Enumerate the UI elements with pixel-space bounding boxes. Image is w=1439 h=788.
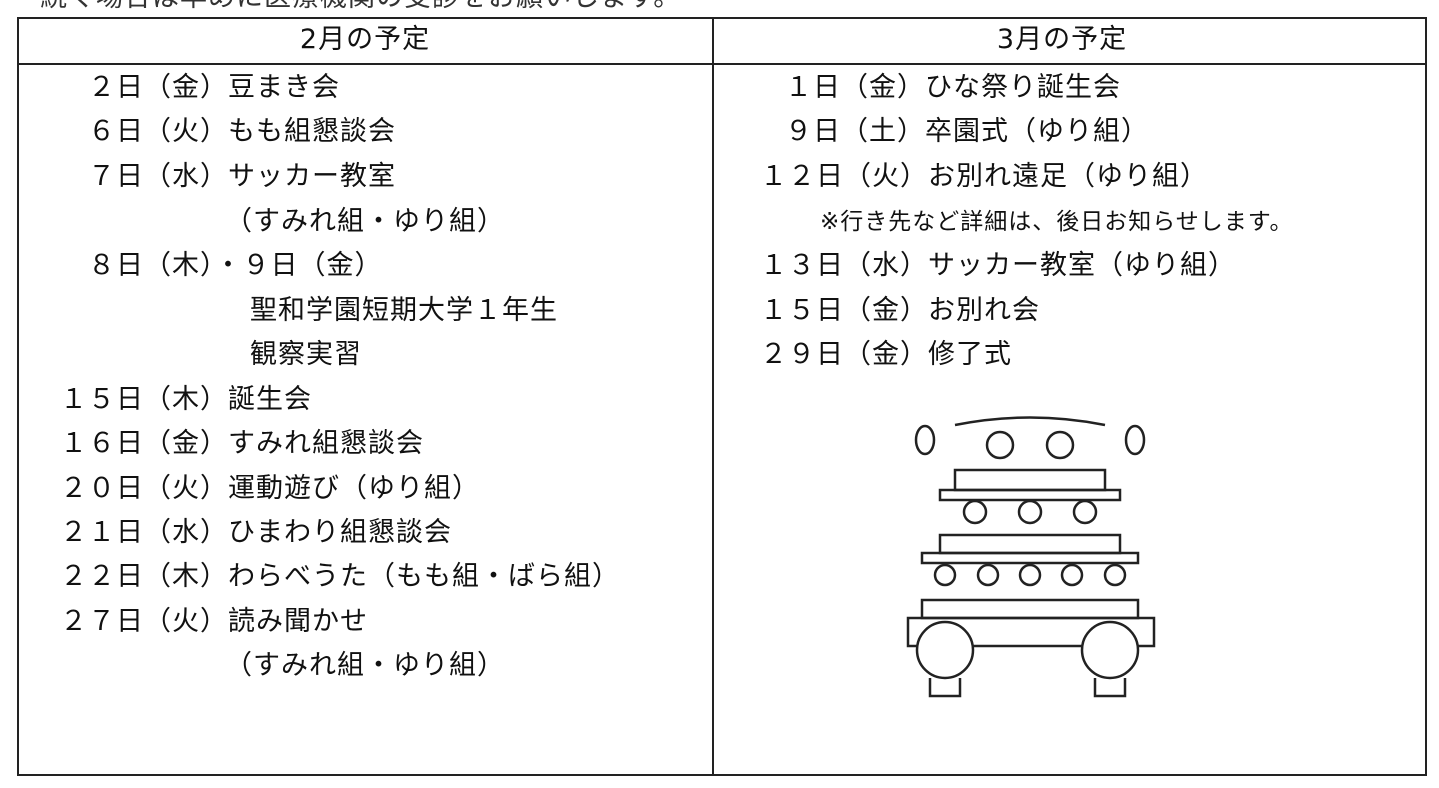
schedule-table	[17, 17, 1427, 776]
schedule-item: ２２日（木）わらべうた（もも組・ばら組）	[60, 561, 620, 592]
schedule-item: ９日（土）卒園式（ゆり組）	[785, 116, 1149, 147]
hina-doll-illustration	[906, 416, 1156, 698]
schedule-item: ７日（水）サッカー教室	[88, 161, 396, 192]
schedule-item: ６日（火）もも組懇談会	[88, 116, 396, 147]
schedule-item: 観察実習	[250, 339, 362, 370]
schedule-item: １３日（水）サッカー教室（ゆり組）	[760, 250, 1236, 281]
schedule-item: ２日（金）豆まき会	[88, 72, 340, 103]
schedule-item: ２１日（水）ひまわり組懇談会	[60, 517, 452, 548]
schedule-item: 聖和学園短期大学１年生	[250, 295, 558, 326]
schedule-item: （すみれ組・ゆり組）	[225, 206, 505, 237]
schedule-item: １２日（火）お別れ遠足（ゆり組）	[760, 161, 1208, 192]
schedule-item: （すみれ組・ゆり組）	[225, 650, 505, 681]
header-divider	[17, 63, 1425, 65]
schedule-item: １６日（金）すみれ組懇談会	[60, 428, 424, 459]
schedule-item: １日（金）ひな祭り誕生会	[785, 72, 1121, 103]
schedule-item: １５日（木）誕生会	[60, 384, 312, 415]
schedule-item: ２９日（金）修了式	[760, 339, 1012, 370]
schedule-item: １５日（金）お別れ会	[760, 295, 1040, 326]
schedule-item: ２７日（火）読み聞かせ	[60, 606, 368, 637]
header-cell: 2月の予定	[299, 24, 431, 55]
schedule-item: ２０日（火）運動遊び（ゆり組）	[60, 473, 480, 504]
column-divider	[712, 17, 714, 774]
schedule-item: ８日（木）・９日（金）	[88, 250, 383, 281]
schedule-note: ※行き先など詳細は、後日お知らせします。	[820, 209, 1294, 235]
intro-text: 続く場合は早めに医療機関の受診をお願いします。	[40, 0, 681, 20]
header-cell: 3月の予定	[996, 24, 1128, 55]
